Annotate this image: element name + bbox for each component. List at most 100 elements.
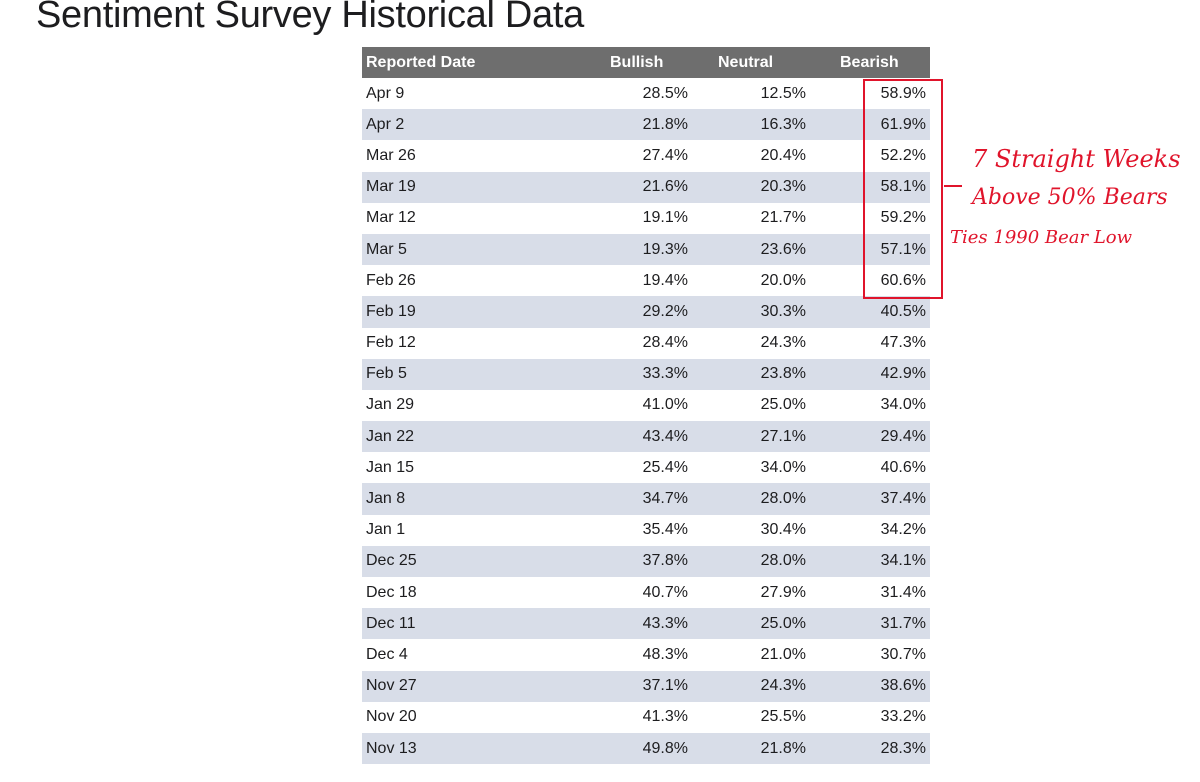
cell-neutral: 28.0% — [760, 552, 806, 570]
cell-date: Mar 12 — [366, 209, 416, 227]
cell-bullish: 41.3% — [642, 708, 688, 726]
cell-bearish: 31.7% — [880, 614, 926, 632]
table-row: Feb 19 29.2% 30.3% 40.5% — [362, 296, 930, 328]
cell-bullish: 37.1% — [642, 677, 688, 695]
cell-bullish: 48.3% — [642, 645, 688, 663]
cell-bearish: 42.9% — [880, 365, 926, 383]
page-title: Sentiment Survey Historical Data — [36, 0, 584, 36]
cell-bullish: 27.4% — [642, 146, 688, 164]
cell-bearish: 60.6% — [880, 271, 926, 289]
table-row: Dec 11 43.3% 25.0% 31.7% — [362, 608, 930, 640]
cell-date: Feb 5 — [366, 365, 407, 383]
cell-bullish: 43.4% — [642, 427, 688, 445]
cell-date: Feb 12 — [366, 334, 416, 352]
cell-date: Jan 22 — [366, 427, 415, 445]
cell-neutral: 25.0% — [760, 396, 806, 414]
table-row: Nov 13 49.8% 21.8% 28.3% — [362, 732, 930, 765]
cell-date: Dec 18 — [366, 583, 417, 601]
table-row: Jan 29 41.0% 25.0% 34.0% — [362, 390, 930, 421]
table-row: Mar 26 27.4% 20.4% 52.2% — [362, 140, 930, 171]
cell-bearish: 61.9% — [880, 115, 926, 133]
cell-date: Feb 26 — [366, 271, 416, 289]
cell-neutral: 25.5% — [760, 708, 806, 726]
cell-neutral: 21.7% — [760, 209, 806, 227]
table-row: Apr 2 21.8% 16.3% 61.9% — [362, 109, 930, 141]
cell-bearish: 37.4% — [880, 490, 926, 508]
cell-neutral: 21.0% — [760, 645, 806, 663]
cell-bearish: 30.7% — [880, 645, 926, 663]
cell-date: Apr 9 — [366, 84, 405, 102]
cell-bullish: 35.4% — [642, 521, 688, 539]
cell-date: Jan 15 — [366, 458, 415, 476]
cell-bullish: 28.5% — [642, 84, 688, 102]
cell-neutral: 30.3% — [760, 302, 806, 320]
cell-bearish: 58.9% — [880, 84, 926, 102]
cell-neutral: 28.0% — [760, 490, 806, 508]
cell-bullish: 29.2% — [642, 302, 688, 320]
cell-bearish: 40.5% — [880, 302, 926, 320]
cell-neutral: 30.4% — [760, 521, 806, 539]
cell-bullish: 21.8% — [642, 115, 688, 133]
header-neutral[interactable]: Neutral — [718, 53, 774, 71]
cell-neutral: 21.8% — [760, 739, 806, 757]
table-body: Apr 9 28.5% 12.5% 58.9% Apr 2 21.8% 16.3% 61.9%… — [362, 78, 930, 765]
cell-bearish: 57.1% — [880, 240, 926, 258]
cell-date: Nov 27 — [366, 677, 417, 695]
cell-bullish: 19.1% — [642, 209, 688, 227]
cell-neutral: 16.3% — [760, 115, 806, 133]
cell-bearish: 28.3% — [880, 739, 926, 757]
cell-bearish: 29.4% — [880, 427, 926, 445]
header-bullish[interactable]: Bullish — [610, 53, 664, 71]
cell-date: Nov 20 — [366, 708, 417, 726]
cell-bearish: 58.1% — [880, 178, 926, 196]
table-row: Feb 5 33.3% 23.8% 42.9% — [362, 358, 930, 390]
annotation-line-3: Ties 1990 Bear Low — [950, 227, 1133, 248]
cell-date: Dec 11 — [366, 614, 416, 632]
table-header-row: Reported Date Bullish Neutral Bearish — [362, 47, 930, 78]
cell-bearish: 34.2% — [880, 521, 926, 539]
cell-date: Jan 1 — [366, 521, 406, 539]
cell-bearish: 59.2% — [880, 209, 926, 227]
cell-date: Mar 5 — [366, 240, 407, 258]
cell-neutral: 27.9% — [760, 583, 806, 601]
cell-neutral: 20.3% — [760, 178, 806, 196]
cell-bullish: 49.8% — [642, 739, 688, 757]
cell-bullish: 19.3% — [642, 240, 688, 258]
table-row: Nov 27 37.1% 24.3% 38.6% — [362, 670, 930, 702]
table-row: Jan 8 34.7% 28.0% 37.4% — [362, 483, 930, 515]
cell-bearish: 34.0% — [880, 396, 926, 414]
cell-neutral: 20.4% — [760, 146, 806, 164]
cell-neutral: 25.0% — [760, 614, 806, 632]
cell-bullish: 33.3% — [642, 365, 688, 383]
cell-date: Mar 19 — [366, 178, 416, 196]
cell-date: Dec 25 — [366, 552, 417, 570]
table-row: Mar 19 21.6% 20.3% 58.1% — [362, 171, 930, 203]
cell-bullish: 37.8% — [642, 552, 688, 570]
table-row: Mar 12 19.1% 21.7% 59.2% — [362, 203, 930, 234]
table-row: Feb 12 28.4% 24.3% 47.3% — [362, 328, 930, 359]
cell-bullish: 34.7% — [642, 490, 688, 508]
cell-date: Apr 2 — [366, 115, 405, 133]
cell-neutral: 34.0% — [760, 458, 806, 476]
header-bearish[interactable]: Bearish — [840, 53, 899, 71]
cell-neutral: 20.0% — [760, 271, 806, 289]
table-row: Jan 1 35.4% 30.4% 34.2% — [362, 515, 930, 546]
cell-bearish: 33.2% — [880, 708, 926, 726]
cell-date: Nov 13 — [366, 739, 417, 757]
table-row: Jan 15 25.4% 34.0% 40.6% — [362, 452, 930, 483]
cell-bullish: 25.4% — [642, 458, 688, 476]
cell-date: Jan 29 — [366, 396, 415, 414]
cell-neutral: 24.3% — [760, 334, 806, 352]
header-reported-date[interactable]: Reported Date — [366, 53, 476, 71]
annotation-line-2: Above 50% Bears — [970, 185, 1168, 210]
cell-bearish: 52.2% — [880, 146, 926, 164]
cell-bullish: 40.7% — [642, 583, 688, 601]
table-row: Dec 25 37.8% 28.0% 34.1% — [362, 545, 930, 577]
cell-date: Mar 26 — [366, 146, 416, 164]
cell-bearish: 31.4% — [880, 583, 926, 601]
table-row: Dec 18 40.7% 27.9% 31.4% — [362, 577, 930, 608]
table-row: Mar 5 19.3% 23.6% 57.1% — [362, 233, 930, 266]
cell-bullish: 19.4% — [642, 271, 688, 289]
cell-bearish: 40.6% — [880, 458, 926, 476]
cell-bearish: 47.3% — [880, 334, 926, 352]
